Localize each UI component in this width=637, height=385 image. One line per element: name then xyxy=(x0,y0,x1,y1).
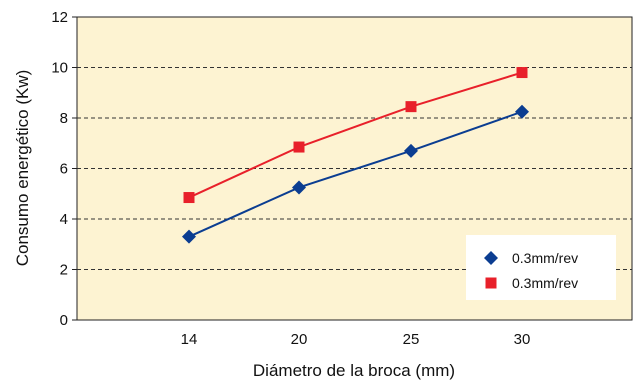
legend-marker xyxy=(485,277,497,289)
legend-marker xyxy=(484,251,498,265)
data-point-marker xyxy=(182,229,196,244)
data-point-marker xyxy=(515,104,529,119)
data-point-marker xyxy=(516,67,528,79)
y-tick-label: 4 xyxy=(60,211,68,228)
data-point-marker xyxy=(183,192,195,204)
y-tick-labels: 0 2 4 6 8 10 12 xyxy=(51,9,77,329)
y-tick-label: 10 xyxy=(51,60,68,77)
y-tick-label: 0 xyxy=(60,312,68,329)
x-tick-label: 25 xyxy=(403,331,420,348)
x-axis-title: Diámetro de la broca (mm) xyxy=(253,361,455,380)
data-point-marker xyxy=(405,101,417,113)
y-tick-label: 6 xyxy=(60,161,68,178)
x-tick-label: 14 xyxy=(181,331,198,348)
x-tick-label: 30 xyxy=(514,331,531,348)
y-tick-label: 12 xyxy=(51,9,68,26)
data-point-marker xyxy=(404,143,418,158)
legend-label: 0.3mm/rev xyxy=(512,250,578,266)
series-1 xyxy=(182,104,529,244)
y-tick-label: 8 xyxy=(60,110,68,127)
series-2 xyxy=(183,67,528,204)
legend-label: 0.3mm/rev xyxy=(512,275,578,291)
data-point-marker xyxy=(293,141,305,153)
x-tick-label: 20 xyxy=(291,331,308,348)
series-layer xyxy=(182,67,529,244)
data-point-marker xyxy=(292,180,306,195)
series-line xyxy=(188,110,523,238)
y-tick-label: 2 xyxy=(60,262,68,279)
x-tick-labels: 14 20 25 30 xyxy=(181,331,531,348)
y-axis-title: Consumo energético (Kw) xyxy=(13,70,32,267)
series-line xyxy=(188,71,523,199)
legend-box xyxy=(466,235,616,300)
legend: 0.3mm/rev 0.3mm/rev xyxy=(466,235,616,300)
